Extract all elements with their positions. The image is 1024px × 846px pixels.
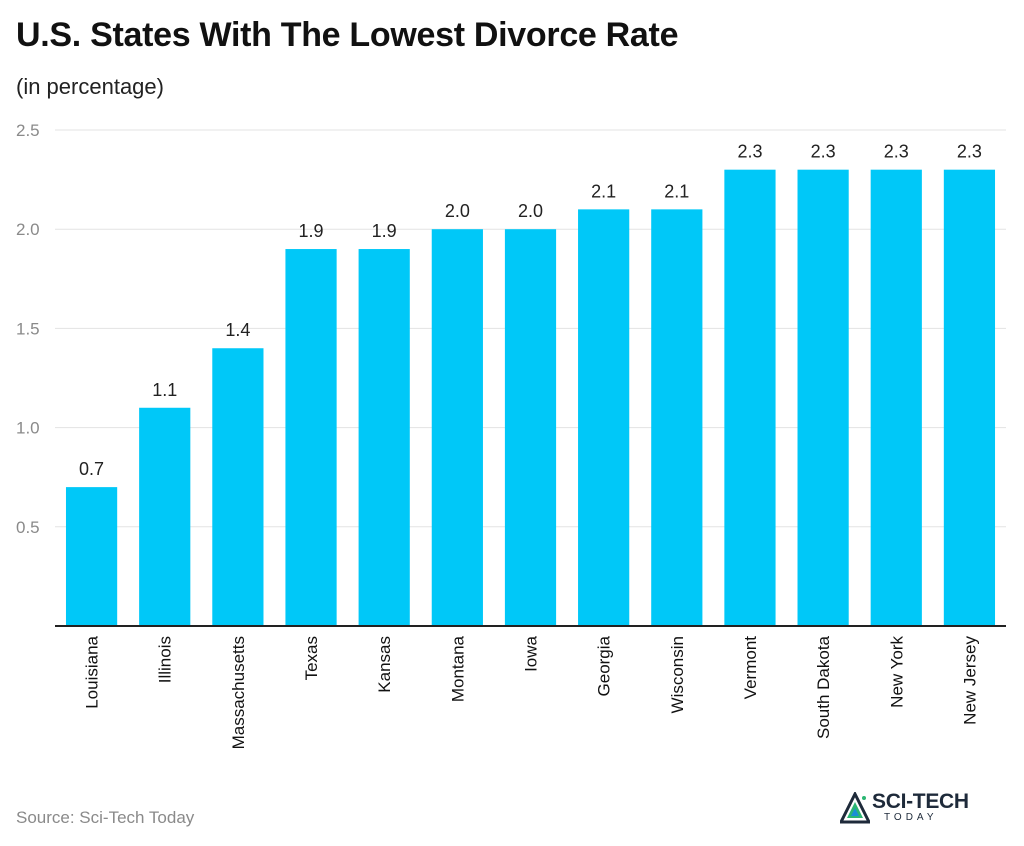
bar [651,209,703,627]
bar [431,229,483,626]
data-label: 1.9 [299,221,324,241]
logo-subtext: TODAY [884,812,938,823]
bar [285,249,337,627]
x-tick-label: Montana [448,635,467,702]
bar-chart: 0.5 1.0 1.5 2.0 2.5 0.7 Louisiana 1.1 Illinois 1… [16,121,1006,750]
bar [797,169,849,626]
x-tick-label: Louisiana [83,635,102,708]
bar [139,407,191,626]
bar [65,487,118,626]
bar-layer [65,169,996,627]
data-label: 2.3 [884,142,909,162]
y-tick-label: 1.0 [16,419,40,438]
y-tick-label: 1.5 [16,319,40,338]
bar [724,169,776,626]
data-label: 1.1 [152,380,177,400]
bar [504,229,557,626]
data-label: 0.7 [79,459,104,479]
x-tick-label: Kansas [375,636,394,693]
x-tick-label: Georgia [595,635,614,696]
data-label: 2.1 [664,181,689,201]
bar [870,169,922,626]
data-label: 1.4 [225,320,250,340]
x-tick-label: New Jersey [960,636,979,725]
x-tick-label: New York [887,636,906,708]
x-tick-label: Wisconsin [668,636,687,713]
data-label: 2.3 [957,142,982,162]
brand-logo: SCI-TECH TODAY [840,788,990,828]
sci-tech-logo-icon [840,792,870,824]
x-tick-label: South Dakota [814,635,833,739]
data-label: 2.0 [518,201,543,221]
bar [358,249,410,627]
label-layer: 0.7 Louisiana 1.1 Illinois 1.4 Massachusetts 1… [79,142,982,750]
data-label: 2.0 [445,201,470,221]
x-tick-label: Iowa [522,635,541,671]
data-label: 2.3 [737,142,762,162]
bar [578,209,630,627]
chart-subtitle: (in percentage) [16,74,164,99]
data-label: 1.9 [372,221,397,241]
source-note: Source: Sci-Tech Today [16,808,195,827]
chart-title: U.S. States With The Lowest Divorce Rate [16,16,679,54]
logo-text: SCI-TECH [872,790,969,813]
y-tick-label: 0.5 [16,518,40,537]
x-tick-label: Texas [302,636,321,680]
x-tick-label: Vermont [741,636,760,700]
y-tick-label: 2.0 [16,220,40,239]
data-label: 2.3 [811,142,836,162]
data-label: 2.1 [591,181,616,201]
x-tick-label: Illinois [156,636,175,683]
bar [212,348,264,626]
y-tick-label: 2.5 [16,121,40,140]
x-tick-label: Massachusetts [229,636,248,749]
bar [943,169,996,626]
